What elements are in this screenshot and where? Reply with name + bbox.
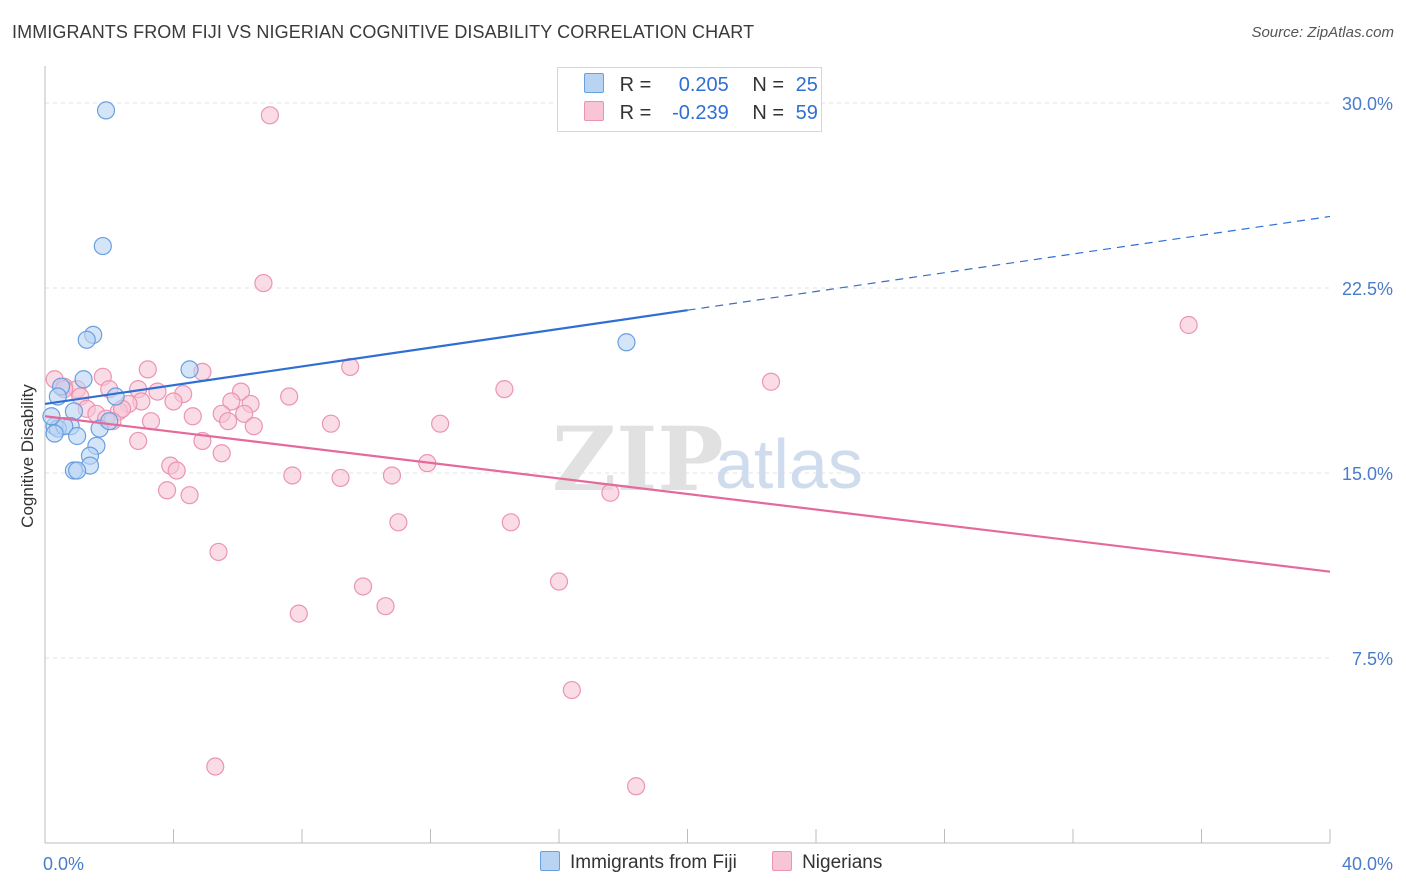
y-tick-label: 22.5% bbox=[1342, 279, 1393, 299]
nigerians-point bbox=[235, 404, 254, 423]
y-tick-label: 7.5% bbox=[1352, 649, 1393, 669]
nigerians-point bbox=[761, 372, 781, 391]
nigerians-point bbox=[164, 392, 183, 411]
legend-item-fiji[interactable]: Immigrants from Fiji bbox=[540, 851, 737, 874]
nigerians-point bbox=[141, 412, 161, 431]
nigerians-point bbox=[1179, 315, 1198, 335]
watermark: ZIP atlas bbox=[552, 407, 863, 511]
trend-lines bbox=[44, 215, 1331, 573]
y-tick-label: 30.0% bbox=[1342, 94, 1393, 114]
nigerians-point bbox=[601, 483, 620, 502]
fiji-trend-line bbox=[44, 309, 688, 406]
fiji-point bbox=[64, 402, 84, 421]
fiji-point bbox=[180, 360, 199, 379]
source-label: Source: ZipAtlas.com bbox=[1251, 24, 1394, 41]
legend-n-label: N = bbox=[752, 102, 785, 124]
nigerians-point bbox=[289, 604, 308, 623]
nigerians-point bbox=[353, 577, 373, 596]
legend-row-fiji: R = 0.205 N = 25 bbox=[584, 73, 818, 101]
chart-title: IMMIGRANTS FROM FIJI VS NIGERIAN COGNITI… bbox=[12, 22, 755, 42]
nigerians-point bbox=[562, 680, 581, 700]
nigerians-point bbox=[283, 466, 302, 485]
fiji-point bbox=[68, 426, 87, 446]
legend-n-value: 59 bbox=[795, 102, 818, 124]
nigerians-point bbox=[157, 481, 177, 500]
fiji-point bbox=[68, 461, 87, 480]
nigerians-trend-line bbox=[44, 415, 1331, 573]
fiji-trend-extension bbox=[687, 215, 1331, 311]
nigerians-point bbox=[321, 414, 341, 433]
series-legend: Immigrants from Fiji Nigerians bbox=[540, 851, 912, 874]
legend-n-label: N = bbox=[752, 74, 785, 96]
nigerians-point bbox=[389, 513, 408, 532]
nigerians-point bbox=[129, 431, 148, 451]
legend-r-label: R = bbox=[619, 74, 652, 96]
x-tick-labels: 0.0% 40.0% bbox=[43, 854, 1393, 874]
nigerians-swatch bbox=[584, 101, 604, 121]
nigerians-point bbox=[495, 380, 514, 399]
legend-row-nigerians: R = -0.239 N = 59 bbox=[584, 101, 818, 129]
x-tick-label: 0.0% bbox=[43, 854, 84, 874]
nigerians-point bbox=[138, 360, 157, 379]
x-tick-label: 40.0% bbox=[1342, 854, 1393, 874]
nigerians-point bbox=[219, 412, 238, 431]
nigerians-point bbox=[280, 387, 299, 406]
correlation-legend: R = 0.205 N = 25 R = -0.239 N = 59 bbox=[557, 67, 822, 132]
y-tick-label: 15.0% bbox=[1342, 464, 1393, 484]
fiji-point bbox=[100, 412, 119, 431]
nigerians-legend-swatch bbox=[772, 851, 793, 871]
nigerians-point bbox=[212, 444, 231, 463]
nigerians-point bbox=[206, 757, 225, 776]
nigerians-point bbox=[376, 597, 395, 616]
nigerians-point bbox=[180, 486, 199, 505]
legend-r-label: R = bbox=[619, 102, 652, 124]
nigerians-point bbox=[626, 777, 646, 796]
axes bbox=[44, 66, 1331, 844]
fiji-legend-swatch bbox=[540, 851, 560, 871]
fiji-point bbox=[77, 330, 96, 349]
y-tick-labels: 7.5% 15.0% 22.5% 30.0% bbox=[1342, 94, 1393, 669]
fiji-point bbox=[74, 370, 93, 389]
nigerians-point bbox=[209, 542, 228, 562]
fiji-point bbox=[106, 387, 125, 406]
fiji-point bbox=[617, 333, 636, 352]
nigerians-point bbox=[549, 572, 569, 591]
grid-lines bbox=[45, 102, 1330, 659]
nigerians-legend-label: Nigerians bbox=[802, 852, 883, 873]
legend-r-value: 0.205 bbox=[678, 74, 729, 96]
nigerians-point bbox=[167, 461, 186, 480]
watermark-zip: ZIP bbox=[552, 407, 724, 511]
fiji-swatch bbox=[584, 73, 604, 93]
fiji-legend-label: Immigrants from Fiji bbox=[570, 852, 737, 873]
nigerians-point bbox=[431, 414, 450, 433]
fiji-points bbox=[42, 101, 636, 480]
nigerians-point bbox=[222, 392, 241, 411]
fiji-point bbox=[96, 101, 116, 120]
watermark-atlas: atlas bbox=[715, 425, 863, 503]
nigerians-point bbox=[501, 513, 520, 532]
legend-n-value: 25 bbox=[795, 74, 818, 96]
legend-item-nigerians[interactable]: Nigerians bbox=[772, 851, 882, 874]
nigerians-point bbox=[254, 273, 273, 293]
nigerians-point bbox=[244, 417, 263, 436]
fiji-point bbox=[93, 236, 112, 256]
fiji-point bbox=[45, 424, 64, 443]
nigerians-point bbox=[331, 468, 350, 488]
nigerians-point bbox=[382, 466, 402, 485]
y-axis-label: Cognitive Disability bbox=[18, 384, 37, 528]
nigerians-point bbox=[183, 407, 202, 426]
nigerians-point bbox=[260, 106, 279, 125]
legend-r-value: -0.239 bbox=[672, 102, 729, 124]
